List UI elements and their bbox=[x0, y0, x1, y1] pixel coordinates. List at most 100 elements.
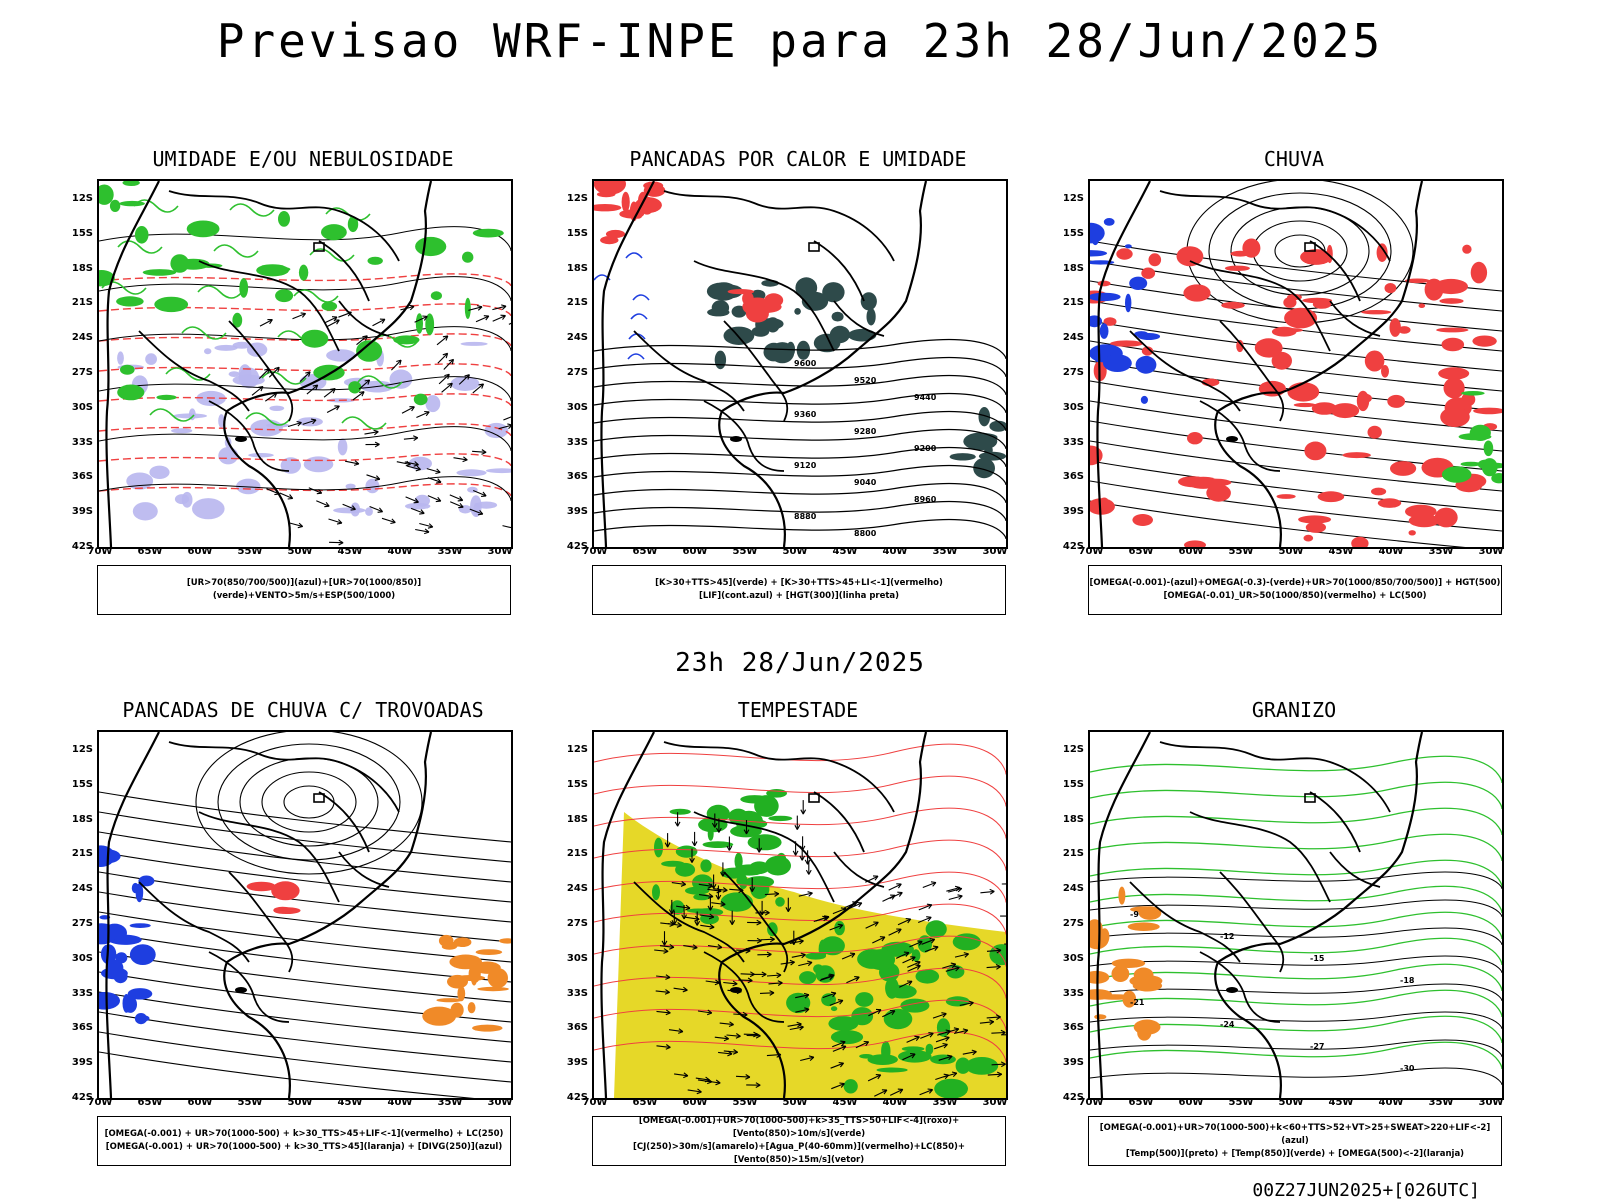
streamline bbox=[99, 952, 511, 1002]
shaded-area bbox=[934, 1079, 968, 1098]
shaded-area bbox=[1255, 338, 1283, 357]
shaded-area bbox=[1378, 498, 1401, 508]
shaded-area bbox=[805, 953, 826, 960]
lat-tick-label: 18S bbox=[562, 814, 588, 825]
shaded-area bbox=[1409, 514, 1440, 527]
border-line bbox=[1220, 872, 1283, 972]
map-panel bbox=[97, 730, 513, 1100]
shaded-area bbox=[916, 969, 940, 983]
shaded-area bbox=[1462, 245, 1471, 254]
wind-vector bbox=[450, 495, 463, 501]
lon-tick-label: 65W bbox=[1126, 1097, 1156, 1108]
shaded-area bbox=[1118, 887, 1125, 905]
shaded-area bbox=[204, 348, 211, 354]
lon-tick-label: 65W bbox=[135, 546, 165, 557]
wind-vector bbox=[450, 502, 463, 508]
shaded-area bbox=[676, 846, 698, 858]
legend-box: [OMEGA(-0.001)+UR>70(1000-500)+k>35_TTS>… bbox=[592, 1116, 1006, 1166]
contour-label: -27 bbox=[1310, 1042, 1324, 1051]
shaded-area bbox=[1125, 294, 1131, 313]
shaded-area bbox=[1090, 250, 1107, 256]
humidity-contour bbox=[342, 417, 386, 429]
wind-vector bbox=[919, 904, 932, 910]
shaded-area bbox=[1302, 298, 1332, 303]
lon-tick-label: 30W bbox=[980, 546, 1010, 557]
shaded-area bbox=[414, 394, 428, 406]
streamline bbox=[99, 792, 511, 842]
shaded-area bbox=[1478, 460, 1493, 470]
shaded-area bbox=[110, 200, 120, 212]
lat-tick-label: 18S bbox=[562, 263, 588, 274]
wind-vector bbox=[293, 313, 306, 319]
wind-vector bbox=[509, 318, 511, 324]
shaded-area bbox=[301, 330, 328, 348]
wind-vector bbox=[373, 319, 385, 326]
shaded-area bbox=[740, 795, 769, 803]
legend-line: [UR>70(850/700/500)](azul)+[UR>70(1000/8… bbox=[98, 577, 510, 603]
contour-label: 9280 bbox=[854, 427, 877, 436]
shaded-area bbox=[768, 816, 792, 821]
wind-vector bbox=[437, 336, 448, 345]
shaded-area bbox=[431, 291, 442, 300]
lon-tick-label: 35W bbox=[435, 1097, 465, 1108]
contour-label: 9600 bbox=[794, 359, 817, 368]
streamline bbox=[1090, 401, 1502, 451]
lon-tick-label: 45W bbox=[335, 1097, 365, 1108]
panel-title: TEMPESTADE bbox=[588, 698, 1008, 722]
lat-tick-label: 27S bbox=[562, 367, 588, 378]
shaded-area bbox=[1149, 253, 1162, 266]
shaded-area bbox=[877, 1068, 908, 1073]
lat-tick-label: 33S bbox=[562, 988, 588, 999]
shaded-area bbox=[451, 1003, 464, 1018]
lif-contour bbox=[626, 253, 642, 258]
lon-tick-label: 60W bbox=[1176, 1097, 1206, 1108]
border-line bbox=[634, 331, 744, 411]
lat-tick-label: 15S bbox=[1058, 779, 1084, 790]
lat-tick-label: 33S bbox=[67, 988, 93, 999]
shaded-area bbox=[192, 498, 225, 519]
shaded-area bbox=[368, 257, 383, 265]
lon-tick-label: 40W bbox=[880, 1097, 910, 1108]
lif-contour bbox=[628, 354, 644, 359]
streamline bbox=[218, 744, 400, 860]
lon-tick-label: 50W bbox=[285, 1097, 315, 1108]
shaded-area bbox=[1128, 922, 1160, 931]
panel-title: PANCADAS POR CALOR E UMIDADE bbox=[588, 147, 1008, 171]
shaded-area bbox=[390, 370, 413, 389]
wind-vector bbox=[288, 422, 301, 427]
shaded-area bbox=[597, 192, 616, 198]
shaded-area bbox=[884, 1009, 913, 1029]
wind-vector bbox=[428, 478, 441, 484]
shaded-area bbox=[1361, 310, 1391, 314]
shaded-area bbox=[1094, 1014, 1106, 1019]
lon-tick-label: 40W bbox=[385, 1097, 415, 1108]
streamline bbox=[284, 786, 334, 818]
border-line bbox=[664, 191, 894, 261]
shaded-area bbox=[461, 342, 488, 346]
lon-tick-label: 30W bbox=[1476, 546, 1506, 557]
shaded-area bbox=[1098, 994, 1132, 1000]
lat-tick-label: 36S bbox=[1058, 471, 1084, 482]
shaded-area bbox=[415, 237, 446, 256]
lon-tick-label: 50W bbox=[285, 546, 315, 557]
border-line bbox=[1200, 401, 1280, 471]
shaded-area bbox=[269, 406, 284, 411]
lat-tick-label: 21S bbox=[562, 848, 588, 859]
wind-vector bbox=[329, 540, 343, 545]
legend-box: [OMEGA(-0.001) + UR>70(1000-500) + k>30_… bbox=[97, 1116, 511, 1166]
contour-label: -9 bbox=[1130, 910, 1139, 919]
shaded-area bbox=[1434, 279, 1468, 294]
lon-tick-label: 70W bbox=[85, 546, 115, 557]
wind-vector bbox=[404, 436, 418, 441]
contour-line bbox=[1090, 756, 1502, 783]
shaded-area bbox=[868, 1054, 898, 1065]
shaded-area bbox=[622, 192, 630, 213]
shaded-area bbox=[416, 313, 423, 333]
lon-tick-label: 40W bbox=[880, 546, 910, 557]
shaded-area bbox=[1132, 514, 1153, 526]
contour-label: 9040 bbox=[854, 478, 877, 487]
shaded-area bbox=[1242, 239, 1260, 258]
lon-tick-label: 40W bbox=[385, 546, 415, 557]
wind-vector bbox=[476, 316, 489, 322]
lat-tick-label: 39S bbox=[67, 506, 93, 517]
